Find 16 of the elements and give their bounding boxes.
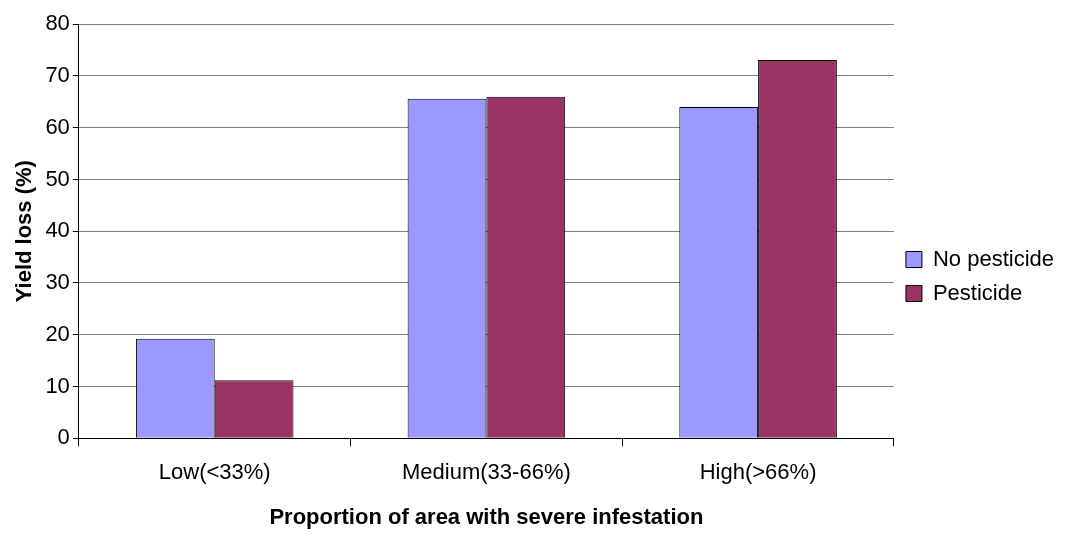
legend-label: No pesticide [932, 245, 1055, 271]
y-axis-title: Yield loss (%) [11, 160, 37, 303]
y-tick-label: 40 [45, 217, 70, 243]
y-tick-label: 0 [57, 424, 70, 450]
legend-label: Pesticide [932, 279, 1023, 305]
x-tick-label: High(>66%) [699, 459, 817, 485]
y-tick-label: 50 [45, 165, 70, 191]
x-tick-label: Medium(33-66%) [402, 459, 571, 485]
x-tick-label: Low(<33%) [158, 459, 271, 485]
x-axis-title: Proportion of area with severe infestation [269, 503, 704, 529]
y-tick-label: 70 [45, 62, 70, 88]
y-tick-label: 10 [45, 372, 70, 398]
y-tick-label: 80 [45, 10, 70, 36]
y-tick-label: 20 [45, 320, 70, 346]
y-tick-label: 60 [45, 113, 70, 139]
y-tick-label: 30 [45, 269, 70, 295]
